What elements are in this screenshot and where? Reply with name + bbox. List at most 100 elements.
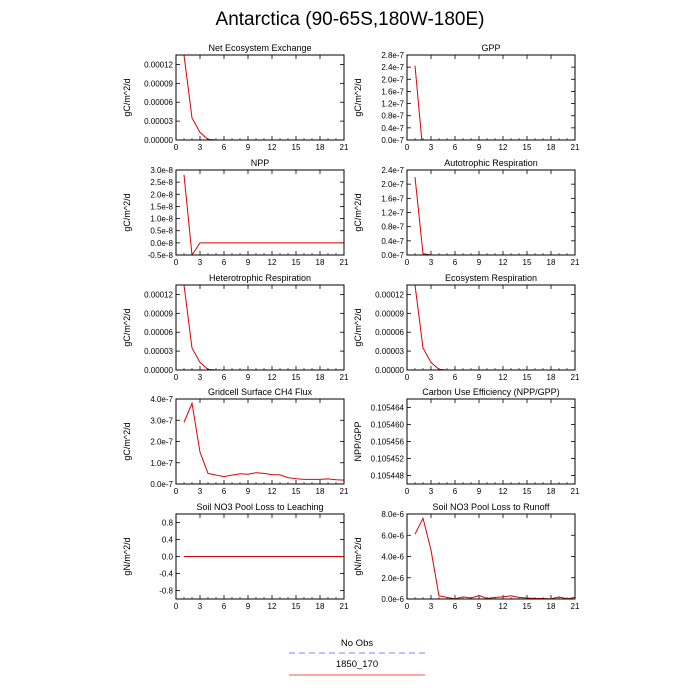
x-tick-label: 15	[523, 602, 532, 611]
x-tick-label: 6	[453, 373, 458, 382]
x-tick-label: 3	[198, 258, 203, 267]
x-tick-label: 15	[292, 258, 301, 267]
series-line	[183, 401, 344, 481]
y-tick-label: 3.0e-8	[150, 166, 173, 175]
y-axis-label: gC/m^2/d	[122, 308, 132, 346]
x-tick-label: 3	[429, 143, 434, 152]
x-tick-label: 18	[547, 143, 556, 152]
chart-panel-soil-no3-pool-loss-to-runoff: Soil NO3 Pool Loss to Runoff gN/m^2/d 0 3 6 9…	[353, 502, 580, 611]
y-tick-label: 6.0e-6	[381, 531, 404, 540]
x-tick-label: 21	[571, 487, 580, 496]
plot-frame	[175, 284, 345, 371]
y-tick-label: 0.0e-8	[150, 239, 173, 248]
y-tick-label: 0.00003	[144, 347, 173, 356]
x-tick-label: 18	[316, 487, 325, 496]
x-tick-label: 9	[246, 373, 251, 382]
x-tick-label: 12	[268, 258, 277, 267]
x-tick-label: 9	[477, 143, 482, 152]
x-tick-label: 3	[198, 143, 203, 152]
x-tick-label: 0	[174, 258, 179, 267]
y-tick-label: 4.0e-7	[150, 395, 173, 404]
x-tick-label: 3	[429, 258, 434, 267]
x-tick-label: 6	[453, 487, 458, 496]
y-tick-label: 1.5e-8	[150, 202, 173, 211]
y-tick-label: 0.4e-7	[381, 237, 404, 246]
y-tick-label: 2.8e-7	[381, 51, 404, 60]
y-axis-label: gC/m^2/d	[353, 308, 363, 346]
x-tick-label: 6	[453, 258, 458, 267]
y-tick-label: 0.5e-8	[150, 227, 173, 236]
chart-panel-gridcell-surface-ch4-flux: Gridcell Surface CH4 Flux gC/m^2/d 0 3 6 9 12 1…	[122, 387, 349, 496]
y-axis-label: gC/m^2/d	[122, 422, 132, 460]
chart-title: Net Ecosystem Exchange	[208, 43, 311, 53]
chart-panel-autotrophic-respiration: Autotrophic Respiration gC/m^2/d 0 3 6 9 12 15 1…	[353, 158, 580, 267]
y-tick-label: 2.0e-7	[381, 75, 404, 84]
y-tick-label: -0.5e-8	[148, 251, 174, 260]
y-tick-label: 1.6e-7	[381, 194, 404, 203]
y-axis-label: gC/m^2/d	[353, 78, 363, 116]
plot-frame	[406, 169, 576, 256]
x-tick-label: 3	[198, 373, 203, 382]
y-tick-label: 0.8e-7	[381, 223, 404, 232]
y-tick-label: 0.00000	[144, 136, 173, 145]
x-tick-label: 9	[477, 487, 482, 496]
y-tick-label: 2.5e-8	[150, 178, 173, 187]
x-tick-label: 18	[316, 258, 325, 267]
x-tick-label: 0	[174, 602, 179, 611]
x-tick-label: 15	[292, 487, 301, 496]
x-tick-label: 15	[523, 258, 532, 267]
x-tick-label: 9	[246, 487, 251, 496]
y-tick-label: 0.00003	[375, 347, 404, 356]
y-tick-label: 0.00012	[375, 290, 404, 299]
chart-panel-heterotrophic-respiration: Heterotrophic Respiration gC/m^2/d 0 3 6 9 12 1…	[122, 273, 349, 382]
x-tick-label: 9	[477, 602, 482, 611]
x-tick-label: 0	[405, 487, 410, 496]
x-tick-label: 12	[268, 602, 277, 611]
y-tick-label: 0.00000	[144, 366, 173, 375]
x-tick-label: 18	[316, 602, 325, 611]
chart-panel-soil-no3-pool-loss-to-leaching: Soil NO3 Pool Loss to Leaching gN/m^2/d 0 3…	[122, 502, 349, 611]
y-tick-label: 4.0e-6	[381, 553, 404, 562]
x-tick-label: 18	[547, 258, 556, 267]
y-tick-label: 0.00000	[375, 366, 404, 375]
series-line	[414, 65, 423, 140]
x-tick-label: 12	[268, 143, 277, 152]
x-tick-label: 9	[477, 258, 482, 267]
legend-label-no-obs: No Obs	[340, 638, 374, 649]
x-tick-label: 15	[292, 373, 301, 382]
y-tick-label: 0.4e-7	[381, 124, 404, 133]
x-tick-label: 6	[222, 258, 227, 267]
y-tick-label: 3.0e-7	[150, 416, 173, 425]
y-tick-label: 0.105452	[371, 455, 405, 464]
x-tick-label: 9	[477, 373, 482, 382]
x-tick-label: 18	[547, 373, 556, 382]
y-tick-label: 2.4e-7	[381, 63, 404, 72]
chart-title: GPP	[481, 43, 500, 53]
y-tick-label: 1.2e-7	[381, 209, 404, 218]
y-axis-label: gC/m^2/d	[122, 193, 132, 231]
y-tick-label: 0.8	[162, 519, 174, 528]
x-tick-label: 21	[340, 373, 349, 382]
plot-frame	[175, 398, 345, 485]
plot-frame	[406, 284, 576, 371]
plot-frame	[175, 513, 345, 600]
y-tick-label: 1.2e-7	[381, 100, 404, 109]
plot-frame	[406, 54, 576, 141]
plot-frame	[406, 398, 576, 485]
x-tick-label: 0	[174, 373, 179, 382]
x-tick-label: 21	[571, 258, 580, 267]
series-line	[183, 174, 344, 255]
y-tick-label: 0.00012	[144, 60, 173, 69]
x-tick-label: 12	[499, 258, 508, 267]
y-tick-label: 0.105460	[371, 421, 405, 430]
chart-title: Ecosystem Respiration	[445, 273, 537, 283]
y-tick-label: 0.00009	[144, 79, 173, 88]
y-axis-label: gC/m^2/d	[353, 193, 363, 231]
x-tick-label: 21	[571, 602, 580, 611]
y-axis-label: gN/m^2/d	[122, 537, 132, 575]
x-tick-label: 21	[571, 143, 580, 152]
y-tick-label: 0.00009	[375, 309, 404, 318]
y-tick-label: 0.0	[162, 553, 174, 562]
x-tick-label: 0	[174, 143, 179, 152]
